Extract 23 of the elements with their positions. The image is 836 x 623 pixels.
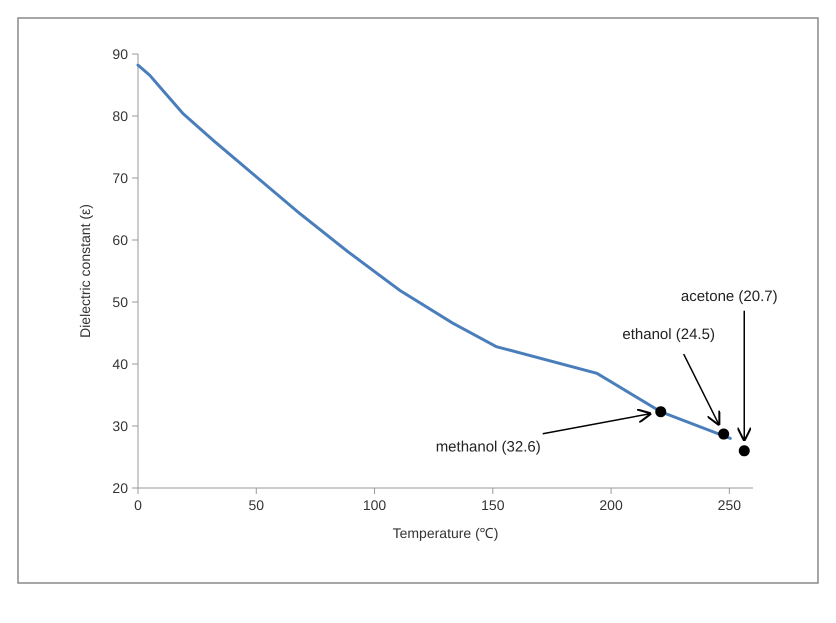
annotation: acetone (20.7) <box>680 288 778 305</box>
y-tick-label: 40 <box>112 356 128 372</box>
point <box>655 406 666 418</box>
y-tick-label: 30 <box>112 418 128 434</box>
y-tick-label: 50 <box>112 294 128 310</box>
x-tick-label: 100 <box>362 497 386 513</box>
annotation: ethanol (24.5) <box>622 326 715 344</box>
y-tick-label: 20 <box>112 480 128 496</box>
line-series <box>136 64 732 440</box>
y-tick-label: 90 <box>112 46 128 62</box>
y-tick-label: 80 <box>112 108 128 124</box>
x-tick-label: 50 <box>248 497 264 513</box>
x-tick-label: 250 <box>718 497 742 513</box>
x-tick-label: 150 <box>481 497 505 513</box>
x-axis-title: Temperature (℃) <box>392 525 498 541</box>
point <box>738 445 750 456</box>
point <box>718 428 730 440</box>
x-tick-label: 0 <box>134 497 142 513</box>
y-axis-title: Dielectric constant (ε) <box>77 204 93 338</box>
y-tick-label: 70 <box>112 170 128 186</box>
y-tick-label: 60 <box>112 232 128 248</box>
x-tick-label: 200 <box>599 497 623 513</box>
annotation: methanol (32.6) <box>436 438 541 456</box>
